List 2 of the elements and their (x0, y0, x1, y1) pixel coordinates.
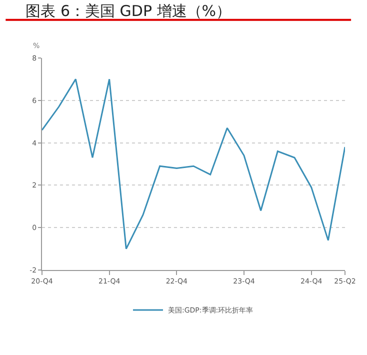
line-series (42, 78, 345, 250)
chart-title: 图表 6：美国 GDP 增速（%） (26, 2, 232, 20)
